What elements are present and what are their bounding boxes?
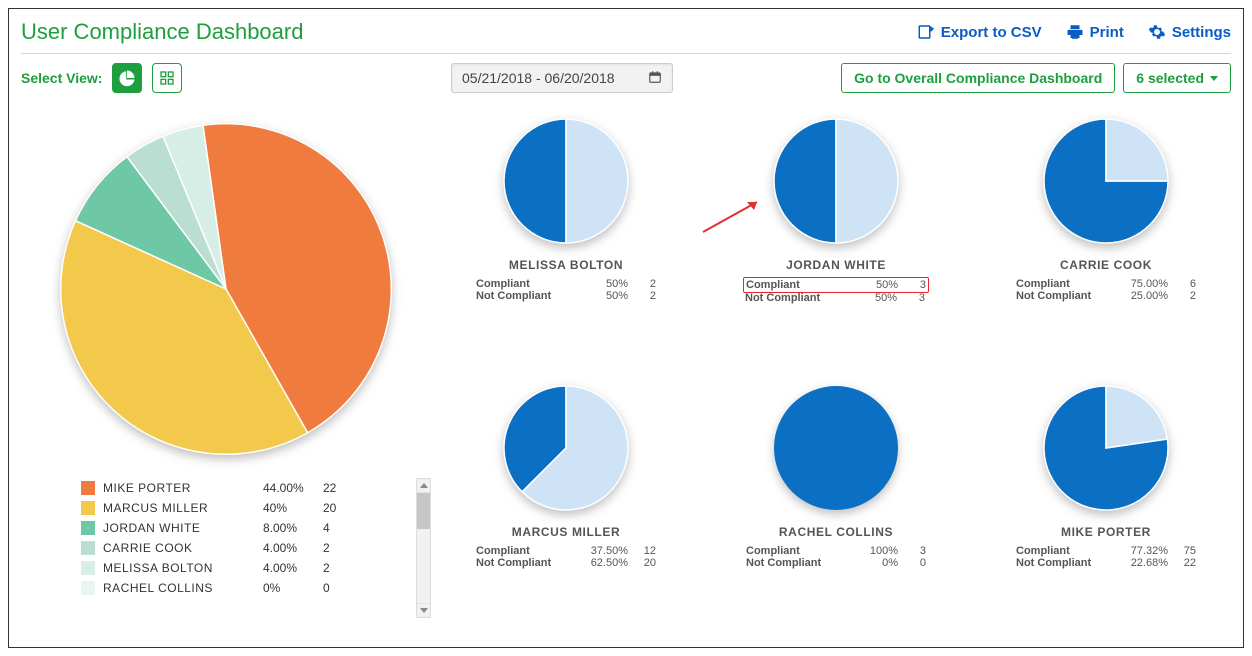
stat-row-noncompliant: Not Compliant22.68%22: [1016, 557, 1196, 569]
user-name: MELISSA BOLTON: [509, 258, 623, 272]
legend-row[interactable]: JORDAN WHITE8.00%4: [81, 518, 401, 538]
user-name: CARRIE COOK: [1060, 258, 1152, 272]
legend-count: 22: [323, 481, 353, 495]
legend-row[interactable]: CARRIE COOK4.00%2: [81, 538, 401, 558]
user-stats: Compliant100%3Not Compliant0%0: [746, 545, 926, 569]
stat-row-noncompliant: Not Compliant50%3: [745, 292, 927, 304]
scroll-down-icon: [417, 603, 430, 617]
view-pie-button[interactable]: [112, 63, 142, 93]
settings-button[interactable]: Settings: [1148, 23, 1231, 41]
user-name: MIKE PORTER: [1061, 525, 1151, 539]
legend-swatch: [81, 481, 95, 495]
stat-row-noncompliant: Not Compliant50%2: [476, 290, 656, 302]
scroll-up-icon: [417, 479, 430, 493]
overall-dashboard-button[interactable]: Go to Overall Compliance Dashboard: [841, 63, 1115, 93]
print-button[interactable]: Print: [1066, 23, 1124, 41]
select-view-label: Select View:: [21, 70, 102, 86]
legend-pct: 44.00%: [263, 481, 323, 495]
stat-row-noncompliant: Not Compliant25.00%2: [1016, 290, 1196, 302]
overview-pie-chart: [51, 114, 401, 464]
legend-row[interactable]: MIKE PORTER44.00%22: [81, 478, 401, 498]
legend-pct: 8.00%: [263, 521, 323, 535]
selected-filter-button[interactable]: 6 selected: [1123, 63, 1231, 93]
stat-row-compliant: Compliant100%3: [746, 545, 926, 557]
page-title: User Compliance Dashboard: [21, 19, 303, 45]
user-stats: Compliant75.00%6Not Compliant25.00%2: [1016, 278, 1196, 302]
export-csv-button[interactable]: Export to CSV: [917, 23, 1042, 41]
legend-row[interactable]: RACHEL COLLINS0%0: [81, 578, 401, 598]
user-pie-chart: [499, 114, 633, 248]
user-pie-chart: [1039, 381, 1173, 515]
user-card[interactable]: CARRIE COOK Compliant75.00%6Not Compliant…: [991, 114, 1221, 353]
user-name: RACHEL COLLINS: [779, 525, 893, 539]
settings-label: Settings: [1172, 24, 1231, 41]
legend-pct: 40%: [263, 501, 323, 515]
grid-icon: [159, 70, 175, 86]
legend-swatch: [81, 561, 95, 575]
legend-swatch: [81, 541, 95, 555]
user-card[interactable]: MELISSA BOLTON Compliant50%2Not Compliant…: [451, 114, 681, 353]
user-stats: Compliant37.50%12Not Compliant62.50%20: [476, 545, 656, 569]
stat-row-noncompliant: Not Compliant0%0: [746, 557, 926, 569]
stat-row-compliant: Compliant75.00%6: [1016, 278, 1196, 290]
user-card[interactable]: MARCUS MILLER Compliant37.50%12Not Compli…: [451, 381, 681, 618]
legend-count: 2: [323, 541, 353, 555]
user-stats: Compliant77.32%75Not Compliant22.68%22: [1016, 545, 1196, 569]
legend-count: 0: [323, 581, 353, 595]
user-card[interactable]: JORDAN WHITE Compliant50%3Not Compliant50…: [721, 114, 951, 353]
gear-icon: [1148, 23, 1166, 41]
legend-pct: 4.00%: [263, 561, 323, 575]
calendar-icon: [648, 70, 662, 87]
legend-scrollbar[interactable]: [416, 478, 431, 618]
divider: [21, 53, 1231, 54]
stat-row-compliant: Compliant77.32%75: [1016, 545, 1196, 557]
pie-icon: [118, 69, 136, 87]
legend-swatch: [81, 581, 95, 595]
legend-count: 20: [323, 501, 353, 515]
user-pie-chart: [769, 114, 903, 248]
export-csv-label: Export to CSV: [941, 24, 1042, 41]
legend-name: MIKE PORTER: [103, 481, 263, 495]
stat-row-compliant: Compliant37.50%12: [476, 545, 656, 557]
selected-filter-label: 6 selected: [1136, 70, 1204, 86]
legend-swatch: [81, 501, 95, 515]
legend-name: RACHEL COLLINS: [103, 581, 263, 595]
user-pie-chart: [499, 381, 633, 515]
user-pie-chart: [1039, 114, 1173, 248]
overview-legend: MIKE PORTER44.00%22MARCUS MILLER40%20JOR…: [81, 478, 401, 618]
user-card[interactable]: RACHEL COLLINS Compliant100%3Not Complian…: [721, 381, 951, 618]
legend-name: MARCUS MILLER: [103, 501, 263, 515]
date-range-value: 05/21/2018 - 06/20/2018: [462, 70, 615, 86]
legend-count: 4: [323, 521, 353, 535]
legend-name: MELISSA BOLTON: [103, 561, 263, 575]
legend-row[interactable]: MARCUS MILLER40%20: [81, 498, 401, 518]
overall-dashboard-label: Go to Overall Compliance Dashboard: [854, 70, 1102, 86]
legend-row[interactable]: MELISSA BOLTON4.00%2: [81, 558, 401, 578]
legend-pct: 4.00%: [263, 541, 323, 555]
legend-name: JORDAN WHITE: [103, 521, 263, 535]
date-range-picker[interactable]: 05/21/2018 - 06/20/2018: [451, 63, 673, 93]
user-stats: Compliant50%3Not Compliant50%3: [745, 278, 927, 304]
scroll-thumb[interactable]: [417, 493, 430, 529]
legend-swatch: [81, 521, 95, 535]
chevron-down-icon: [1210, 76, 1218, 81]
user-stats: Compliant50%2Not Compliant50%2: [476, 278, 656, 302]
print-icon: [1066, 23, 1084, 41]
view-grid-button[interactable]: [152, 63, 182, 93]
user-card[interactable]: MIKE PORTER Compliant77.32%75Not Complian…: [991, 381, 1221, 618]
csv-icon: [917, 23, 935, 41]
legend-count: 2: [323, 561, 353, 575]
user-name: JORDAN WHITE: [786, 258, 886, 272]
user-pie-chart: [769, 381, 903, 515]
print-label: Print: [1090, 24, 1124, 41]
legend-pct: 0%: [263, 581, 323, 595]
stat-row-compliant: Compliant50%3: [743, 277, 929, 293]
user-name: MARCUS MILLER: [512, 525, 620, 539]
stat-row-compliant: Compliant50%2: [476, 278, 656, 290]
stat-row-noncompliant: Not Compliant62.50%20: [476, 557, 656, 569]
legend-name: CARRIE COOK: [103, 541, 263, 555]
